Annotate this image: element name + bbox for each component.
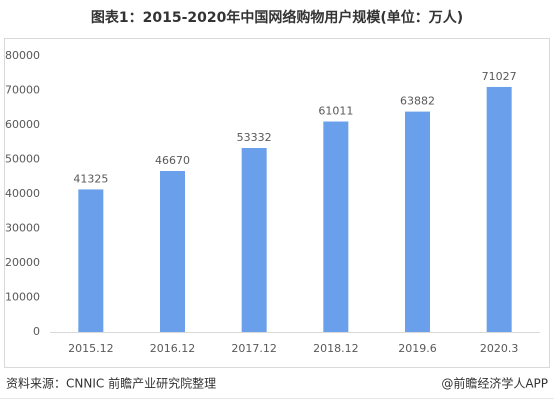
y-tick-label: 60000 xyxy=(5,118,40,131)
data-label: 53332 xyxy=(237,131,272,144)
x-tick-label: 2020.3 xyxy=(480,342,519,355)
data-label: 71027 xyxy=(482,70,517,83)
data-label: 61011 xyxy=(318,105,353,118)
y-tick-label: 80000 xyxy=(5,49,40,62)
plot-frame xyxy=(4,38,550,368)
chart-title: 图表1：2015-2020年中国网络购物用户规模(单位：万人) xyxy=(91,9,463,26)
bar xyxy=(241,148,267,332)
bar xyxy=(486,86,512,332)
x-tick-label: 2016.12 xyxy=(150,342,196,355)
y-tick-label: 30000 xyxy=(5,222,40,235)
y-tick-label: 20000 xyxy=(5,256,40,269)
y-tick-label: 50000 xyxy=(5,153,40,166)
bar xyxy=(323,121,349,332)
x-tick-label: 2017.12 xyxy=(231,342,277,355)
data-label: 41325 xyxy=(73,172,108,185)
source: 资料来源：CNNIC 前瞻产业研究院整理 xyxy=(6,376,216,391)
bar xyxy=(160,170,185,332)
y-tick-label: 40000 xyxy=(5,187,40,200)
data-label: 63882 xyxy=(400,95,435,108)
x-tick-label: 2018.12 xyxy=(313,342,359,355)
y-tick-label: 70000 xyxy=(5,84,40,97)
bar xyxy=(405,111,430,332)
credit: @前瞻经济学人APP xyxy=(441,376,548,391)
x-tick-label: 2019.6 xyxy=(398,342,437,355)
bar xyxy=(78,189,104,332)
y-tick-label: 10000 xyxy=(5,291,40,304)
y-tick-label: 0 xyxy=(33,325,40,338)
x-tick-label: 2015.12 xyxy=(68,342,114,355)
data-label: 46670 xyxy=(155,154,190,167)
